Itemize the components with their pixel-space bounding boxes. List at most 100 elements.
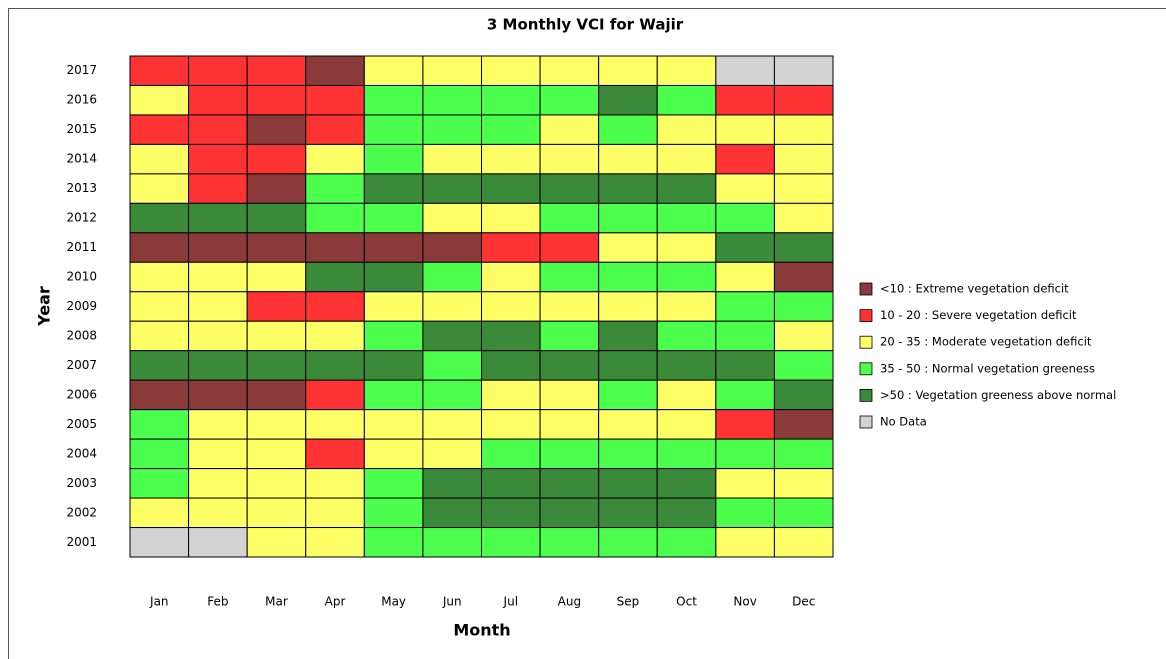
cell [246, 497, 307, 529]
y-tick-label: 2013 [66, 181, 97, 195]
cell [363, 379, 424, 411]
cell [656, 320, 717, 352]
cell [715, 409, 775, 440]
y-tick-label: 2017 [66, 63, 97, 77]
cell [481, 527, 541, 558]
cell [363, 320, 424, 352]
cell [773, 84, 834, 116]
cell [129, 291, 190, 322]
cell [363, 143, 424, 175]
legend-swatch [859, 309, 873, 323]
cell [773, 497, 834, 529]
cell [188, 143, 248, 175]
cell [188, 84, 248, 116]
cell [715, 438, 775, 470]
cell [773, 409, 834, 440]
cell [305, 350, 365, 381]
cell [188, 409, 248, 440]
cell [598, 291, 658, 322]
cell [422, 409, 482, 440]
cell [129, 261, 190, 293]
x-tick-label: Nov [733, 595, 756, 609]
cell [539, 497, 600, 529]
cell [422, 320, 482, 352]
cell [305, 143, 365, 175]
cell [481, 320, 541, 352]
cell [598, 320, 658, 352]
cell [129, 202, 190, 234]
chart-title: 3 Monthly VCI for Wajir [487, 16, 684, 34]
cell [129, 84, 190, 116]
x-tick-label: May [381, 595, 406, 609]
cell [129, 438, 190, 470]
cell [656, 527, 717, 558]
cell [539, 379, 600, 411]
cell [481, 84, 541, 116]
cell [188, 291, 248, 322]
cell [656, 202, 717, 234]
cell [715, 320, 775, 352]
y-tick-label: 2009 [66, 299, 97, 313]
cell [773, 55, 834, 86]
cell [363, 173, 424, 204]
x-tick-label: Oct [676, 595, 697, 609]
cell [305, 55, 365, 86]
legend-swatch [859, 282, 873, 296]
cell [715, 202, 775, 234]
cell [246, 527, 307, 558]
cell [481, 261, 541, 293]
cell [246, 173, 307, 204]
x-axis-label: Month [453, 621, 510, 640]
cell [422, 468, 482, 499]
cell [246, 55, 307, 86]
cell [188, 320, 248, 352]
cell [598, 55, 658, 86]
cell [305, 173, 365, 204]
cell [539, 202, 600, 234]
cell [656, 379, 717, 411]
cell [481, 173, 541, 204]
cell [363, 114, 424, 145]
cell [539, 438, 600, 470]
x-tick-label: Dec [792, 595, 815, 609]
cell [481, 379, 541, 411]
cell [246, 291, 307, 322]
cell [598, 202, 658, 234]
cell [363, 291, 424, 322]
cell [656, 438, 717, 470]
y-tick-label: 2015 [66, 122, 97, 136]
cell [422, 438, 482, 470]
x-tick-label: Jul [503, 595, 518, 609]
cell [656, 261, 717, 293]
cell [305, 84, 365, 116]
cell [363, 409, 424, 440]
legend-swatch [859, 388, 873, 402]
cell [188, 114, 248, 145]
cell [305, 438, 365, 470]
cell [246, 143, 307, 175]
y-tick-label: 2008 [66, 328, 97, 342]
cell [715, 84, 775, 116]
cell [773, 261, 834, 293]
cell [188, 202, 248, 234]
cell [422, 527, 482, 558]
x-tick-label: Jun [442, 595, 462, 609]
cell [422, 497, 482, 529]
cell [129, 468, 190, 499]
legend-label: 35 - 50 : Normal vegetation greeness [880, 361, 1095, 375]
cell [539, 232, 600, 263]
cell [305, 261, 365, 293]
cell [773, 291, 834, 322]
cell [656, 291, 717, 322]
cell [773, 438, 834, 470]
cell [422, 143, 482, 175]
cell [598, 379, 658, 411]
cell [539, 173, 600, 204]
cell [715, 114, 775, 145]
cell [305, 202, 365, 234]
frame [8, 8, 1166, 659]
x-tick-label: Feb [207, 595, 228, 609]
cell [422, 291, 482, 322]
cell [129, 114, 190, 145]
